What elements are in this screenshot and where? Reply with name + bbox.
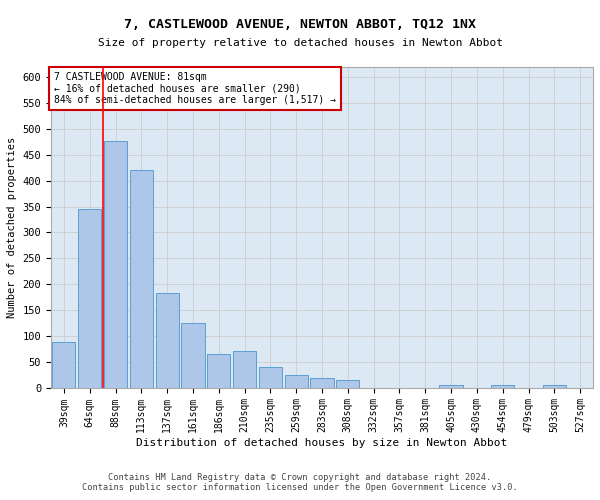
Bar <box>181 323 205 388</box>
Bar <box>259 367 282 388</box>
Bar <box>233 352 256 388</box>
Text: Contains HM Land Registry data © Crown copyright and database right 2024.
Contai: Contains HM Land Registry data © Crown c… <box>82 473 518 492</box>
Bar <box>52 342 76 388</box>
Bar <box>439 385 463 388</box>
Text: 7, CASTLEWOOD AVENUE, NEWTON ABBOT, TQ12 1NX: 7, CASTLEWOOD AVENUE, NEWTON ABBOT, TQ12… <box>124 18 476 30</box>
Bar <box>155 293 179 388</box>
Bar <box>543 386 566 388</box>
Bar <box>130 170 153 388</box>
Bar <box>78 209 101 388</box>
Y-axis label: Number of detached properties: Number of detached properties <box>7 136 17 318</box>
Bar <box>104 141 127 388</box>
Text: Size of property relative to detached houses in Newton Abbot: Size of property relative to detached ho… <box>97 38 503 48</box>
Bar <box>336 380 359 388</box>
Text: 7 CASTLEWOOD AVENUE: 81sqm
← 16% of detached houses are smaller (290)
84% of sem: 7 CASTLEWOOD AVENUE: 81sqm ← 16% of deta… <box>53 72 335 105</box>
Bar <box>284 374 308 388</box>
Bar <box>310 378 334 388</box>
X-axis label: Distribution of detached houses by size in Newton Abbot: Distribution of detached houses by size … <box>136 438 508 448</box>
Bar <box>207 354 230 388</box>
Bar <box>491 386 514 388</box>
